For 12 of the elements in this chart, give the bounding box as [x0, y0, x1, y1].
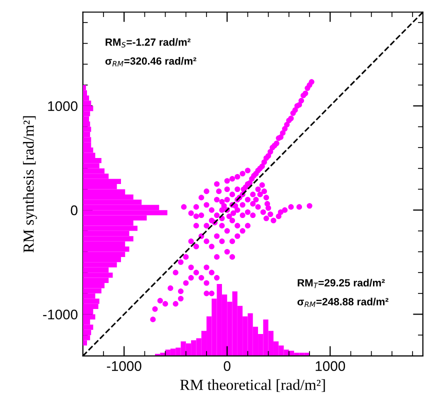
annotation: RM$_{T}$=29.25 rad/m²	[298, 278, 385, 288]
y-tick-label: 0	[70, 205, 78, 216]
annotation: RM$_{S}$=-1.27 rad/m²	[106, 38, 191, 48]
x-tick-label: 1000	[316, 361, 346, 371]
x-tick-label: -1000	[106, 361, 142, 371]
x-axis-title: RM theoretical [rad/m²]	[180, 379, 325, 392]
y-tick-label: 1000	[48, 101, 78, 112]
annotation: σ$_{RM}$=248.88 rad/m²	[297, 298, 388, 307]
x-tick-label: 0	[224, 361, 230, 371]
y-tick-label: -1000	[43, 310, 78, 320]
annotation: σ$_{RM}$=320.46 rad/m²	[105, 57, 196, 66]
y-axis-title: RM synthesis [rad/m²]	[23, 116, 37, 252]
